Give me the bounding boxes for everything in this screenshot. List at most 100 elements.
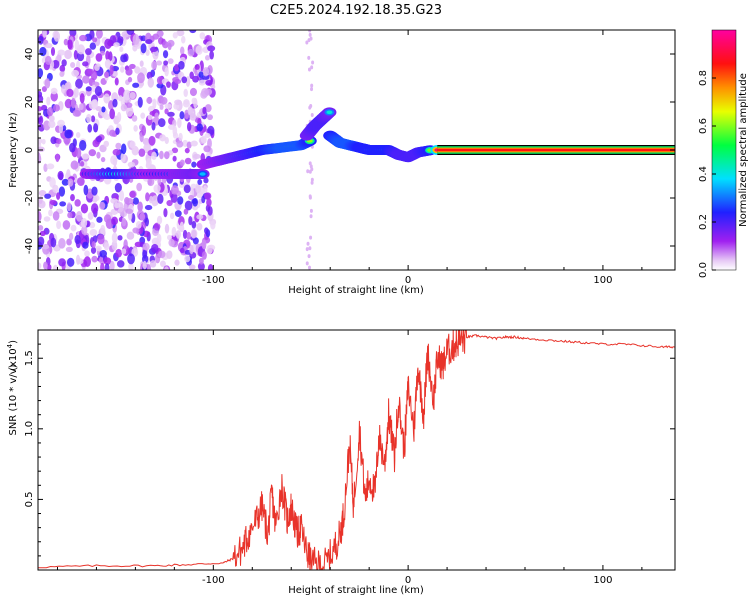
- noise-speckle: [56, 220, 61, 229]
- noise-speckle: [46, 163, 54, 169]
- noise-speckle: [61, 84, 66, 93]
- noise-speckle: [309, 236, 312, 240]
- spectrogram-xlabel: Height of straight line (km): [288, 285, 424, 296]
- noise-speckle: [91, 115, 95, 122]
- noise-speckle: [66, 247, 73, 252]
- noise-speckle: [193, 154, 201, 159]
- noise-speckle: [122, 218, 127, 226]
- noise-speckle: [96, 53, 103, 62]
- noise-speckle: [103, 93, 110, 103]
- noise-speckle: [36, 138, 43, 144]
- noise-speckle: [310, 214, 313, 218]
- noise-speckle: [136, 221, 142, 229]
- noise-speckle: [96, 136, 102, 142]
- colorbar-label: Normalized spectral amplitude: [738, 73, 749, 227]
- noise-speckle: [199, 258, 204, 265]
- noise-speckle: [177, 118, 182, 128]
- noise-speckle: [308, 67, 311, 71]
- colorbar-tick-label: 0.0: [698, 262, 709, 278]
- noise-speckle: [311, 178, 314, 182]
- noise-speckle: [55, 154, 59, 163]
- noise-speckle: [39, 47, 46, 56]
- noise-speckle: [71, 70, 79, 77]
- noise-speckle: [308, 38, 311, 42]
- noise-speckle: [310, 84, 313, 88]
- noise-speckle: [50, 238, 56, 248]
- noise-speckle: [132, 115, 138, 122]
- noise-speckle: [104, 39, 111, 49]
- noise-speckle: [110, 65, 114, 75]
- noise-speckle: [111, 217, 118, 225]
- noise-speckle: [308, 246, 311, 250]
- noise-speckle: [115, 143, 121, 149]
- noise-speckle: [308, 254, 311, 258]
- noise-speckle: [127, 232, 135, 240]
- noise-speckle: [309, 170, 312, 174]
- noise-speckle: [57, 171, 63, 180]
- noise-speckle: [205, 55, 210, 61]
- noise-speckle: [306, 247, 309, 251]
- noise-speckle: [118, 95, 123, 101]
- snr-scale-base: (x10: [8, 348, 19, 371]
- noise-speckle: [120, 54, 127, 62]
- noise-speckle: [93, 123, 98, 132]
- noise-speckle: [150, 47, 158, 52]
- noise-speckle: [191, 161, 196, 167]
- noise-speckle: [36, 211, 42, 222]
- noise-speckle: [64, 50, 72, 59]
- noise-speckle: [192, 98, 197, 104]
- noise-speckle: [51, 47, 55, 56]
- noise-speckle: [91, 186, 97, 195]
- noise-speckle: [38, 36, 43, 45]
- noise-speckle: [168, 42, 172, 50]
- noise-speckle: [105, 51, 109, 61]
- noise-speckle: [306, 169, 309, 173]
- noise-speckle: [89, 149, 97, 156]
- noise-speckle: [38, 225, 43, 231]
- colorbar-tick-label: 0.6: [698, 118, 709, 134]
- noise-speckle: [309, 161, 312, 165]
- noise-speckle: [138, 149, 145, 157]
- y-tick-label: 20: [24, 96, 35, 109]
- noise-speckle: [121, 143, 126, 154]
- noise-speckle: [180, 47, 184, 55]
- noise-speckle: [87, 124, 92, 133]
- noise-speckle: [153, 184, 160, 193]
- noise-speckle: [165, 224, 169, 234]
- noise-speckle: [168, 239, 174, 247]
- noise-speckle: [94, 64, 100, 71]
- noise-speckle: [44, 216, 51, 221]
- noise-speckle: [185, 158, 192, 164]
- noise-speckle: [132, 83, 139, 88]
- noise-speckle: [155, 113, 159, 119]
- noise-speckle: [140, 113, 145, 119]
- noise-speckle: [36, 262, 41, 269]
- noise-speckle: [74, 235, 80, 244]
- spectrogram-marks: [35, 26, 675, 274]
- noise-speckle: [178, 133, 182, 141]
- noise-speckle: [124, 197, 129, 204]
- noise-speckle: [184, 209, 189, 215]
- noise-speckle: [157, 194, 163, 204]
- noise-speckle: [38, 236, 45, 246]
- noise-speckle: [92, 197, 97, 203]
- noise-speckle: [205, 133, 211, 138]
- noise-speckle: [166, 250, 172, 259]
- noise-speckle: [183, 89, 187, 97]
- colorbar-tick-label: 0.2: [698, 214, 709, 230]
- noise-speckle: [311, 113, 314, 117]
- noise-speckle: [158, 118, 166, 127]
- noise-speckle: [110, 155, 117, 165]
- noise-speckle: [81, 204, 88, 214]
- noise-speckle: [140, 60, 144, 67]
- noise-speckle: [170, 213, 174, 219]
- noise-speckle: [203, 145, 210, 152]
- noise-speckle: [165, 137, 169, 144]
- noise-speckle: [115, 249, 122, 258]
- noise-speckle: [96, 217, 102, 223]
- noise-speckle: [141, 43, 147, 53]
- noise-speckle: [189, 113, 196, 121]
- noise-speckle: [311, 61, 314, 65]
- noise-speckle: [203, 67, 209, 76]
- noise-speckle: [146, 97, 152, 104]
